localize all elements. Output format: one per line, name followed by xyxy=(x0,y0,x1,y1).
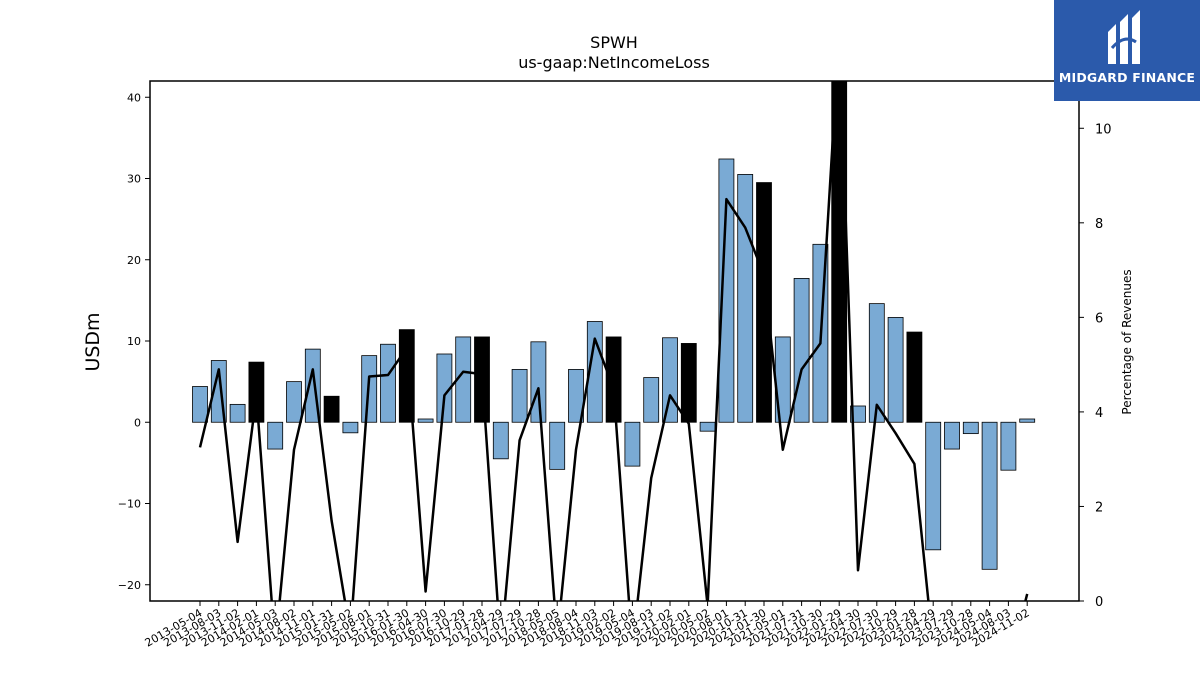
bar-2015-10-31 xyxy=(380,343,396,423)
bar-2019-08-03 xyxy=(643,377,660,423)
y-tick-label: −10 xyxy=(118,498,141,511)
bar-2023-07-29 xyxy=(944,421,960,450)
chart-subtitle: us-gaap:NetIncomeLoss xyxy=(518,53,710,72)
bar-2017-07-29 xyxy=(511,369,528,423)
y-axis-label: USDm xyxy=(82,312,104,371)
bar-2017-10-28 xyxy=(530,341,547,423)
brand-name: MIDGARD FINANCE xyxy=(1058,70,1196,85)
bar-2014-02-01 xyxy=(248,361,265,423)
y2-tick-label: 10 xyxy=(1095,122,1112,137)
bar-2022-04-30 xyxy=(850,405,866,423)
bar-2021-01-30 xyxy=(756,182,772,423)
midgard-logo-icon xyxy=(1108,10,1140,64)
ratio-line-segment xyxy=(198,81,930,601)
y-tick-label: 10 xyxy=(127,335,141,348)
y-tick-label: 40 xyxy=(127,91,141,104)
bar-2023-04-29 xyxy=(925,421,942,551)
y2-tick-label: 8 xyxy=(1095,217,1103,232)
bar-2016-07-30 xyxy=(436,353,453,423)
bar-2024-11-02 xyxy=(1019,418,1036,423)
bar-2019-11-02 xyxy=(662,337,678,423)
bar-2020-08-01 xyxy=(718,158,735,423)
bar-2015-01-31 xyxy=(323,395,340,423)
bar-2024-08-03 xyxy=(1000,421,1017,471)
bar-2019-02-02 xyxy=(605,336,622,423)
y2-tick-label: 6 xyxy=(1095,311,1103,326)
bar-2024-05-04 xyxy=(981,421,998,570)
bar-2022-10-29 xyxy=(887,317,904,423)
right-axis: 0 2 4 6 8 10 xyxy=(1079,122,1112,610)
bar-series xyxy=(192,81,1036,570)
brand-logo: MIDGARD FINANCE xyxy=(1054,0,1200,101)
y-tick-label: 0 xyxy=(134,416,141,429)
bar-2020-10-31 xyxy=(737,174,754,423)
bar-2015-05-02 xyxy=(342,421,359,434)
bar-2013-11-02 xyxy=(229,403,246,423)
y2-tick-label: 2 xyxy=(1095,500,1103,515)
y-tick-label: 20 xyxy=(127,254,141,267)
y-tick-label: −20 xyxy=(118,579,141,592)
bar-2020-02-01 xyxy=(680,343,697,423)
left-axis: −20 −10 0 10 20 30 40 xyxy=(118,91,150,592)
bar-2022-07-30 xyxy=(868,303,885,423)
chart-title: SPWH xyxy=(590,33,638,52)
y2-tick-label: 4 xyxy=(1095,406,1103,421)
bar-2014-05-03 xyxy=(267,421,284,450)
bar-2016-04-30 xyxy=(417,418,434,423)
bar-2019-05-04 xyxy=(624,421,641,467)
bar-2023-10-28 xyxy=(962,421,979,435)
bar-2014-08-02 xyxy=(286,381,302,423)
y2-tick-label: 0 xyxy=(1095,595,1103,610)
bar-2021-07-31 xyxy=(793,278,810,423)
bar-2020-05-02 xyxy=(699,421,716,432)
bar-2023-01-28 xyxy=(906,331,923,423)
y-tick-label: 30 xyxy=(127,173,141,186)
bar-2018-05-05 xyxy=(549,421,566,470)
x-axis: 2013-05-042013-08-032013-11-022014-02-01… xyxy=(143,601,1032,650)
y2-axis-label: Percentage of Revenues xyxy=(1120,269,1134,414)
bar-2017-04-29 xyxy=(492,421,509,460)
bar-2013-05-04 xyxy=(192,386,208,423)
bar-2018-08-04 xyxy=(568,369,584,423)
